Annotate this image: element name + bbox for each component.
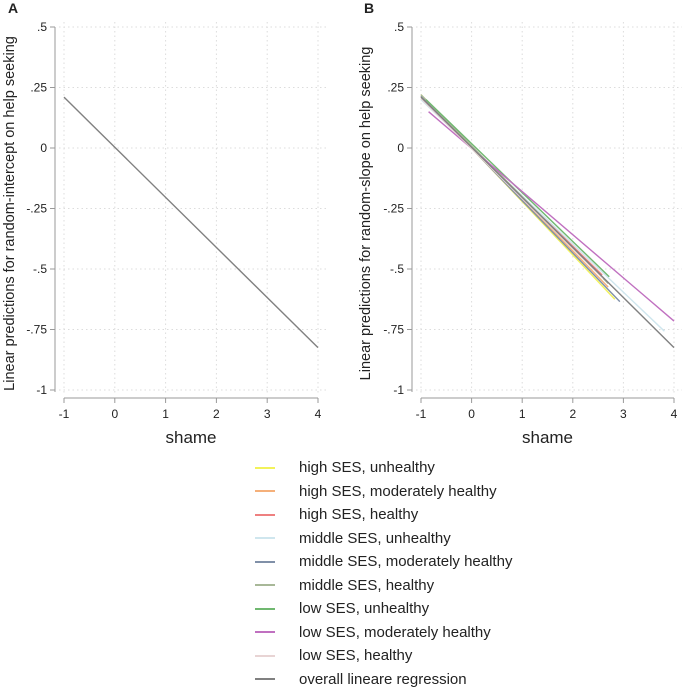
x-axis-label: shame bbox=[165, 428, 216, 447]
y-axis-label: Linear predictions for random-intercept … bbox=[2, 36, 18, 391]
x-tick-label: -1 bbox=[59, 407, 70, 421]
legend-item: middle SES, unhealthy bbox=[255, 527, 512, 551]
y-tick-label: .5 bbox=[37, 20, 47, 34]
y-tick-label: 0 bbox=[40, 141, 47, 155]
legend: high SES, unhealthy high SES, moderately … bbox=[255, 456, 512, 691]
legend-item: high SES, unhealthy bbox=[255, 456, 512, 480]
legend-item: high SES, healthy bbox=[255, 503, 512, 527]
y-tick-label: -.5 bbox=[33, 262, 47, 276]
y-tick-label: 0 bbox=[397, 141, 404, 155]
x-tick-label: 3 bbox=[264, 407, 271, 421]
legend-swatch bbox=[255, 537, 275, 540]
panel-label: A bbox=[8, 0, 18, 16]
legend-swatch bbox=[255, 560, 275, 563]
x-tick-label: 4 bbox=[671, 407, 678, 421]
y-tick-label: .5 bbox=[394, 20, 404, 34]
y-tick-label: -.25 bbox=[383, 202, 404, 216]
x-tick-label: 0 bbox=[111, 407, 118, 421]
legend-swatch bbox=[255, 584, 275, 587]
legend-label: middle SES, moderately healthy bbox=[299, 553, 513, 571]
legend-swatch bbox=[255, 466, 275, 469]
x-axis-label: shame bbox=[522, 428, 573, 447]
y-tick-label: -.25 bbox=[26, 202, 47, 216]
series-line-overall-lineare-regression bbox=[420, 96, 675, 349]
legend-swatch bbox=[255, 678, 275, 681]
legend-swatch bbox=[255, 654, 275, 657]
legend-item: low SES, unhealthy bbox=[255, 597, 512, 621]
legend-item: middle SES, moderately healthy bbox=[255, 550, 512, 574]
legend-item: low SES, healthy bbox=[255, 644, 512, 668]
x-tick-label: -1 bbox=[416, 407, 427, 421]
legend-label: high SES, unhealthy bbox=[299, 459, 435, 477]
y-tick-label: .25 bbox=[387, 81, 404, 95]
legend-item: high SES, moderately healthy bbox=[255, 480, 512, 504]
legend-label: middle SES, unhealthy bbox=[299, 529, 451, 547]
y-tick-label: -.5 bbox=[390, 262, 404, 276]
series-line-low-ses-healthy bbox=[420, 97, 604, 280]
series-line-overall-lineare-regression bbox=[63, 96, 319, 349]
legend-label: low SES, moderately healthy bbox=[299, 623, 491, 641]
x-tick-label: 1 bbox=[162, 407, 169, 421]
y-axis-label: Linear predictions for random-slope on h… bbox=[358, 47, 374, 381]
x-tick-label: 1 bbox=[519, 407, 526, 421]
legend-label: high SES, moderately healthy bbox=[299, 482, 497, 500]
legend-label: middle SES, healthy bbox=[299, 576, 435, 594]
legend-swatch bbox=[255, 490, 275, 493]
legend-item: middle SES, healthy bbox=[255, 574, 512, 598]
y-tick-label: -1 bbox=[393, 383, 404, 397]
legend-label: low SES, unhealthy bbox=[299, 600, 430, 618]
legend-label: low SES, healthy bbox=[299, 647, 413, 665]
legend-swatch bbox=[255, 607, 275, 610]
legend-label: high SES, healthy bbox=[299, 506, 419, 524]
x-tick-label: 3 bbox=[620, 407, 627, 421]
x-tick-label: 2 bbox=[213, 407, 220, 421]
legend-item: overall lineare regression bbox=[255, 668, 512, 692]
y-tick-label: .25 bbox=[30, 81, 47, 95]
x-tick-label: 4 bbox=[315, 407, 322, 421]
y-tick-label: -1 bbox=[36, 383, 47, 397]
legend-swatch bbox=[255, 631, 275, 634]
y-tick-label: -.75 bbox=[383, 323, 404, 337]
panel-label: B bbox=[364, 0, 374, 16]
legend-swatch bbox=[255, 513, 275, 516]
legend-item: low SES, moderately healthy bbox=[255, 621, 512, 645]
legend-label: overall lineare regression bbox=[299, 670, 467, 688]
x-tick-label: 0 bbox=[468, 407, 475, 421]
x-tick-label: 2 bbox=[569, 407, 576, 421]
y-tick-label: -.75 bbox=[26, 323, 47, 337]
